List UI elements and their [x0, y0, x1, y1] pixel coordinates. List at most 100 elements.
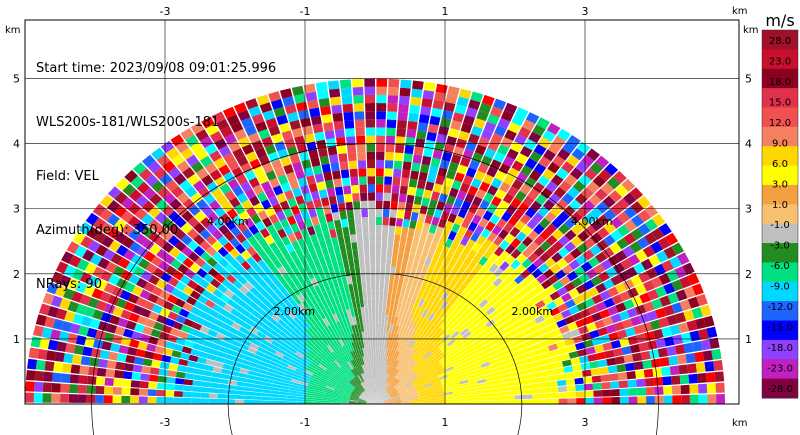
velocity-gate	[566, 385, 576, 392]
velocity-gate	[156, 153, 171, 167]
velocity-gate	[396, 384, 405, 391]
velocity-gate	[382, 225, 389, 234]
velocity-gate	[591, 312, 603, 322]
velocity-gate	[488, 339, 499, 347]
velocity-gate	[409, 401, 419, 403]
velocity-gate	[625, 266, 638, 278]
velocity-gate	[174, 216, 187, 229]
velocity-gate	[182, 397, 192, 404]
velocity-gate	[41, 327, 53, 339]
velocity-gate	[496, 387, 506, 393]
velocity-gate	[387, 241, 394, 251]
velocity-gate	[353, 389, 361, 395]
velocity-gate	[609, 242, 622, 254]
velocity-gate	[458, 130, 470, 141]
velocity-gate	[488, 273, 498, 284]
velocity-gate	[636, 333, 647, 343]
velocity-gate	[453, 365, 463, 371]
velocity-gate	[386, 323, 391, 332]
velocity-gate	[509, 269, 520, 280]
velocity-gate	[142, 238, 155, 251]
velocity-gate	[512, 284, 523, 295]
velocity-gate	[189, 262, 201, 274]
velocity-gate	[510, 248, 522, 259]
velocity-gate	[442, 334, 451, 342]
velocity-gate	[142, 326, 153, 336]
velocity-gate	[499, 261, 510, 271]
velocity-gate	[305, 397, 315, 400]
velocity-gate	[412, 379, 422, 385]
velocity-gate	[284, 189, 295, 200]
velocity-gate	[182, 285, 194, 296]
velocity-gate	[483, 249, 494, 260]
velocity-gate	[337, 235, 345, 245]
velocity-gate	[366, 282, 371, 291]
velocity-gate	[429, 258, 438, 269]
velocity-gate	[653, 377, 664, 386]
velocity-gate	[462, 345, 472, 353]
velocity-gate	[217, 393, 227, 399]
velocity-gate	[139, 381, 149, 389]
velocity-gate	[554, 367, 565, 375]
velocity-gate	[375, 396, 380, 404]
velocity-gate	[324, 346, 332, 354]
velocity-gate	[545, 316, 556, 326]
velocity-gate	[655, 285, 668, 298]
velocity-gate	[663, 282, 676, 295]
velocity-gate	[365, 127, 375, 136]
velocity-gate	[358, 357, 363, 366]
velocity-gate	[360, 306, 365, 316]
velocity-gate	[301, 210, 311, 221]
velocity-gate	[553, 186, 567, 199]
velocity-gate	[601, 381, 611, 390]
velocity-gate	[478, 266, 489, 276]
velocity-gate	[318, 310, 326, 320]
velocity-gate	[440, 379, 450, 384]
velocity-gate	[297, 363, 307, 370]
velocity-gate	[368, 200, 375, 209]
velocity-gate	[383, 192, 391, 202]
velocity-gate	[427, 343, 436, 352]
velocity-gate	[410, 322, 418, 331]
velocity-gate	[431, 268, 440, 278]
velocity-gate	[463, 114, 476, 126]
velocity-gate	[469, 387, 479, 392]
velocity-gate	[531, 383, 541, 389]
velocity-gate	[174, 240, 187, 252]
velocity-gate	[391, 395, 400, 399]
velocity-gate	[194, 257, 206, 268]
velocity-gate	[212, 251, 224, 263]
velocity-gate	[379, 339, 383, 348]
velocity-gate	[103, 395, 113, 403]
velocity-gate	[317, 89, 329, 100]
velocity-gate	[629, 241, 643, 254]
velocity-gate	[476, 286, 487, 296]
velocity-gate	[123, 249, 136, 261]
velocity-gate	[496, 355, 507, 363]
velocity-gate	[378, 379, 381, 389]
velocity-gate	[391, 396, 401, 400]
velocity-gate	[487, 354, 497, 362]
velocity-gate	[399, 326, 405, 336]
velocity-gate	[240, 181, 252, 193]
velocity-gate	[644, 232, 657, 245]
velocity-gate	[329, 154, 339, 164]
velocity-gate	[424, 330, 432, 339]
velocity-gate	[284, 370, 294, 376]
velocity-gate	[350, 351, 356, 360]
velocity-gate	[371, 306, 375, 315]
y-unit-label-left: km	[5, 25, 21, 36]
velocity-gate	[308, 316, 317, 325]
velocity-gate	[278, 285, 288, 295]
velocity-gate	[386, 385, 394, 393]
velocity-gate	[332, 351, 339, 359]
velocity-gate	[679, 276, 692, 289]
velocity-gate	[426, 266, 435, 276]
velocity-gate	[567, 391, 577, 398]
velocity-gate	[389, 209, 397, 218]
velocity-gate	[633, 324, 645, 335]
velocity-gate	[237, 275, 248, 285]
velocity-gate	[335, 386, 344, 391]
velocity-gate	[351, 299, 357, 309]
